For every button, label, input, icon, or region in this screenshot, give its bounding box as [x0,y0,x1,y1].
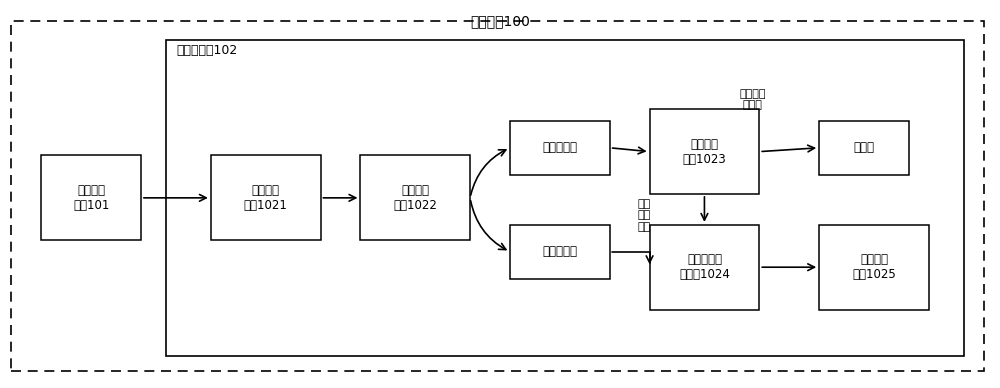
FancyBboxPatch shape [360,156,470,240]
Text: 图像校正
模块1022: 图像校正 模块1022 [393,184,437,212]
Text: 图像获取
模块1021: 图像获取 模块1021 [244,184,288,212]
Text: 测温系统100: 测温系统100 [470,14,530,28]
Text: 可见光图像: 可见光图像 [542,141,577,154]
FancyBboxPatch shape [510,121,610,175]
Text: 目标检测
模块1023: 目标检测 模块1023 [683,138,726,166]
Text: 热红外图像: 热红外图像 [542,245,577,258]
FancyBboxPatch shape [650,109,759,194]
Text: 计算机设备102: 计算机设备102 [176,44,237,57]
FancyBboxPatch shape [819,225,929,310]
Text: 无输出: 无输出 [853,141,874,154]
FancyBboxPatch shape [211,156,320,240]
Text: 检测
到目
标物: 检测 到目 标物 [638,199,651,232]
Text: 异源双目
相机101: 异源双目 相机101 [73,184,109,212]
Text: 未检测到
目标物: 未检测到 目标物 [739,89,766,111]
FancyBboxPatch shape [510,225,610,279]
Text: 视差估计网
络模型1024: 视差估计网 络模型1024 [679,253,730,281]
FancyBboxPatch shape [650,225,759,310]
FancyBboxPatch shape [41,156,141,240]
Text: 温度确定
模块1025: 温度确定 模块1025 [852,253,896,281]
FancyBboxPatch shape [819,121,909,175]
